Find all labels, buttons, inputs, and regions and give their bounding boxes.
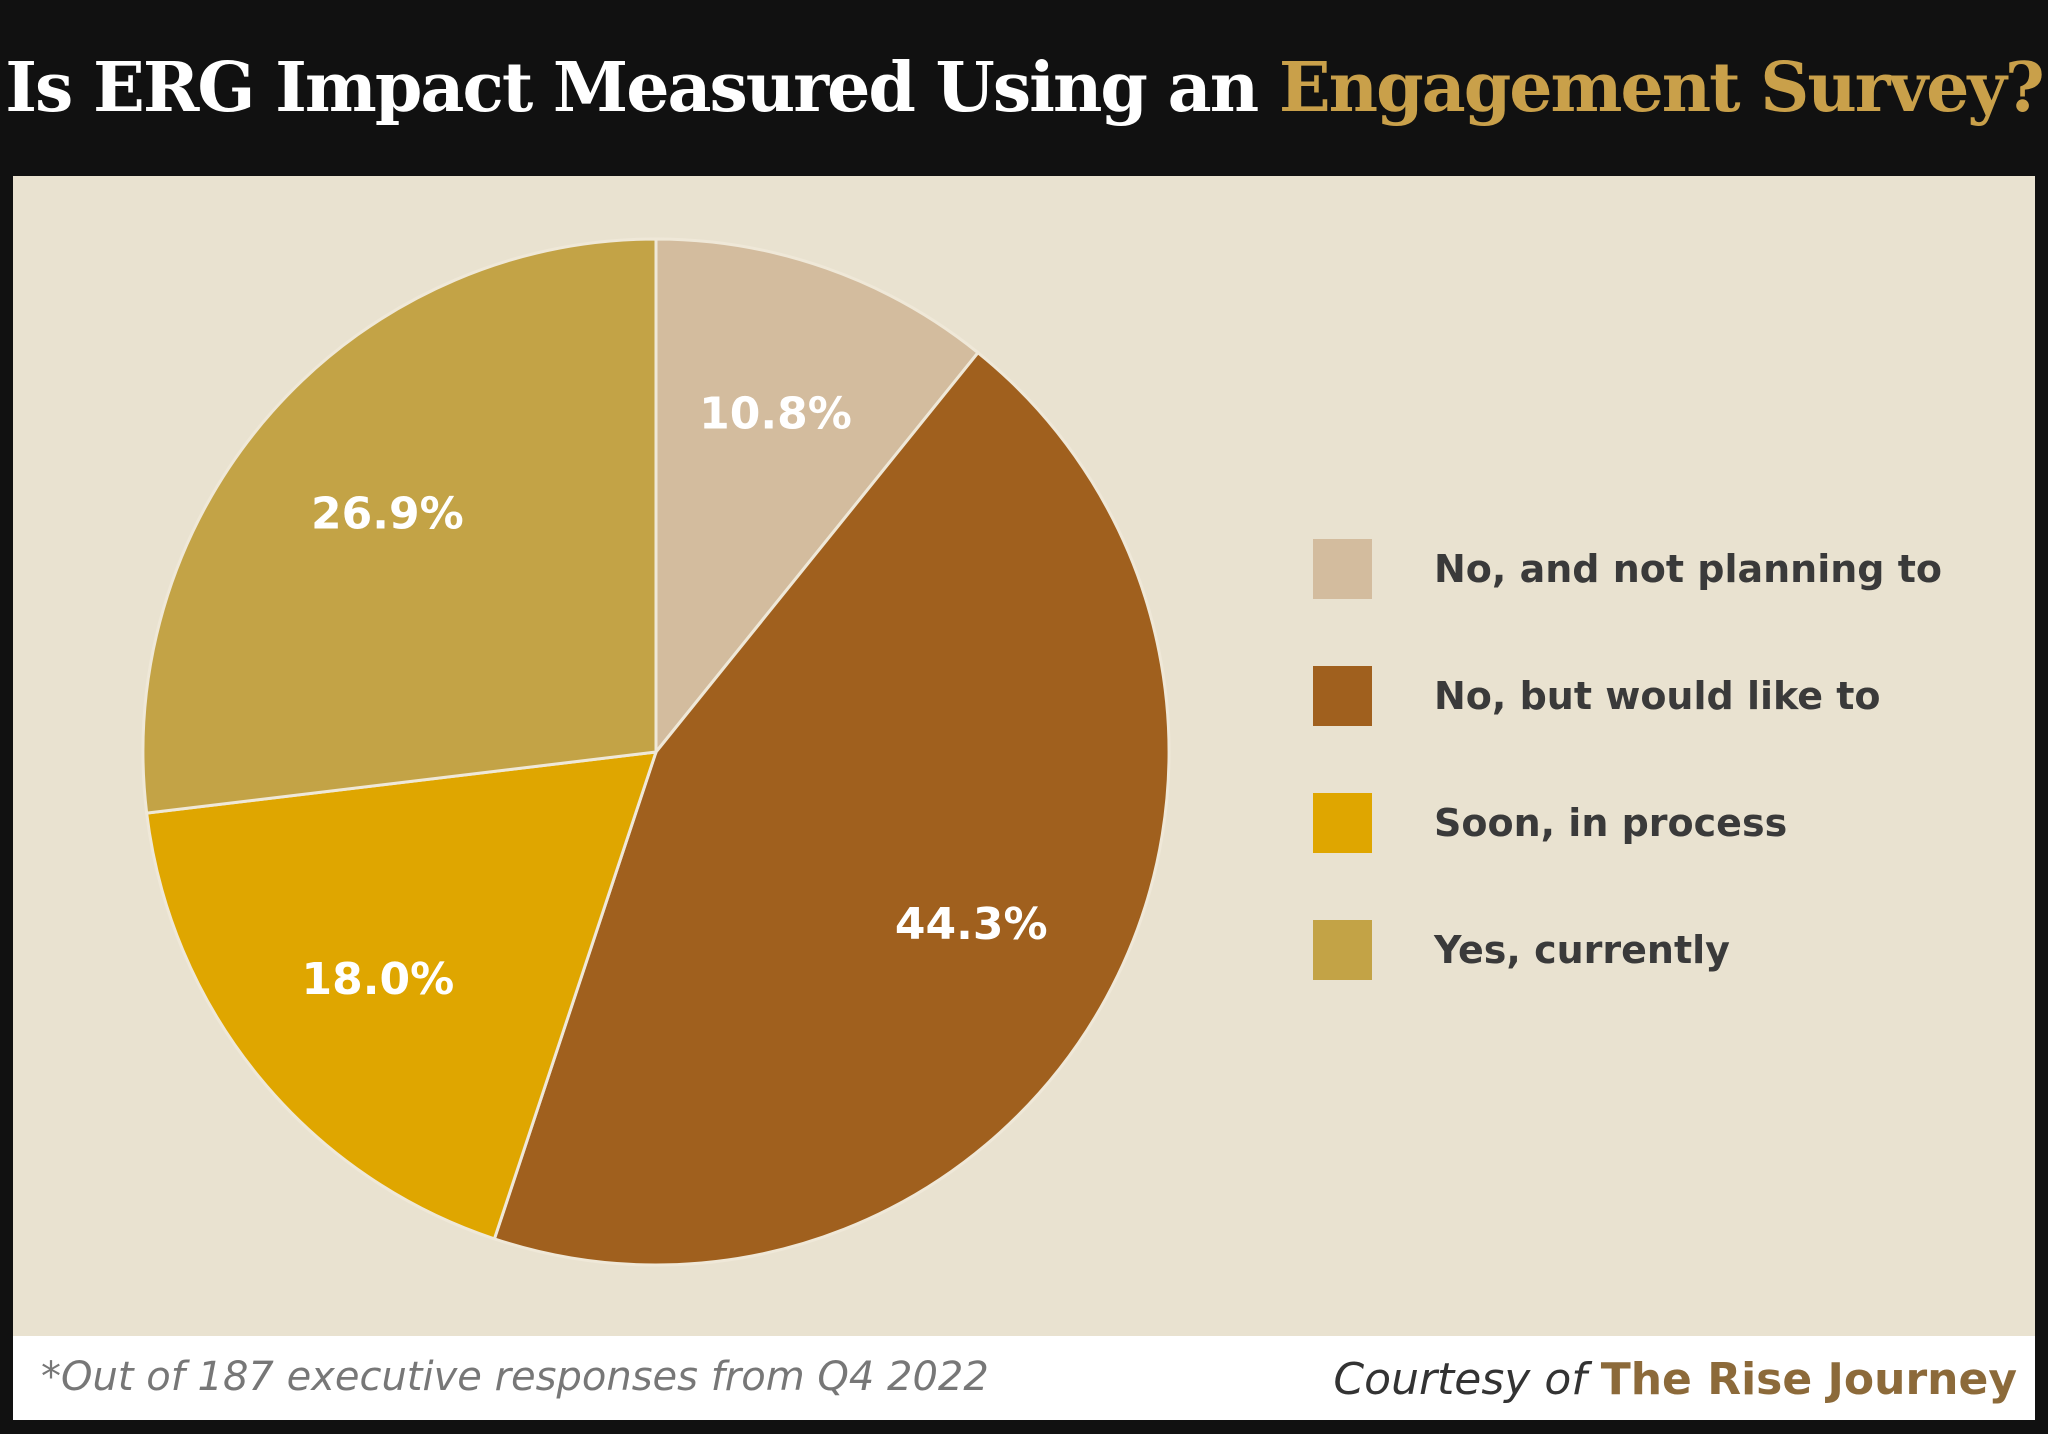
legend-swatch: [1313, 793, 1372, 853]
legend-item: No, but would like to: [1313, 666, 1881, 726]
pie-slice-2: [492, 350, 1171, 1267]
legend-swatch: [1313, 666, 1372, 726]
title-text: Is ERG Impact Measured Using an: [5, 48, 1259, 128]
pie-slice-1: [654, 237, 981, 757]
pie-slice-3: [144, 750, 659, 1241]
pie-chart: 10.8% 44.3% 18.0% 26.9%: [141, 237, 1171, 1267]
legend-swatch: [1313, 920, 1372, 980]
slice-label: 18.0%: [302, 954, 455, 1005]
footnote: *Out of 187 executive responses from Q4 …: [41, 1354, 989, 1400]
footer: *Out of 187 executive responses from Q4 …: [13, 1336, 2035, 1420]
credit: Courtesy of The Rise Journey: [1333, 1354, 2017, 1405]
legend-item: No, and not planning to: [1313, 539, 1942, 599]
chart-title: Is ERG Impact Measured Using an Engageme…: [0, 0, 2048, 176]
legend-item: Yes, currently: [1313, 920, 1730, 980]
title-highlight: Engagement Survey?: [1278, 48, 2045, 128]
credit-name: The Rise Journey: [1600, 1354, 2017, 1405]
slice-label: 44.3%: [895, 899, 1048, 950]
legend-label: No, but would like to: [1434, 674, 1881, 718]
chart-panel: 10.8% 44.3% 18.0% 26.9% No, and not plannin…: [13, 176, 2035, 1336]
legend-label: Soon, in process: [1434, 801, 1788, 845]
pie-slice-4: [141, 237, 658, 815]
slice-label: 26.9%: [311, 489, 464, 540]
legend-swatch: [1313, 539, 1372, 599]
slice-label: 10.8%: [699, 388, 852, 439]
legend-label: No, and not planning to: [1434, 547, 1943, 591]
credit-prefix: Courtesy of: [1333, 1354, 1601, 1405]
legend-item: Soon, in process: [1313, 793, 1787, 853]
legend-label: Yes, currently: [1434, 928, 1730, 972]
